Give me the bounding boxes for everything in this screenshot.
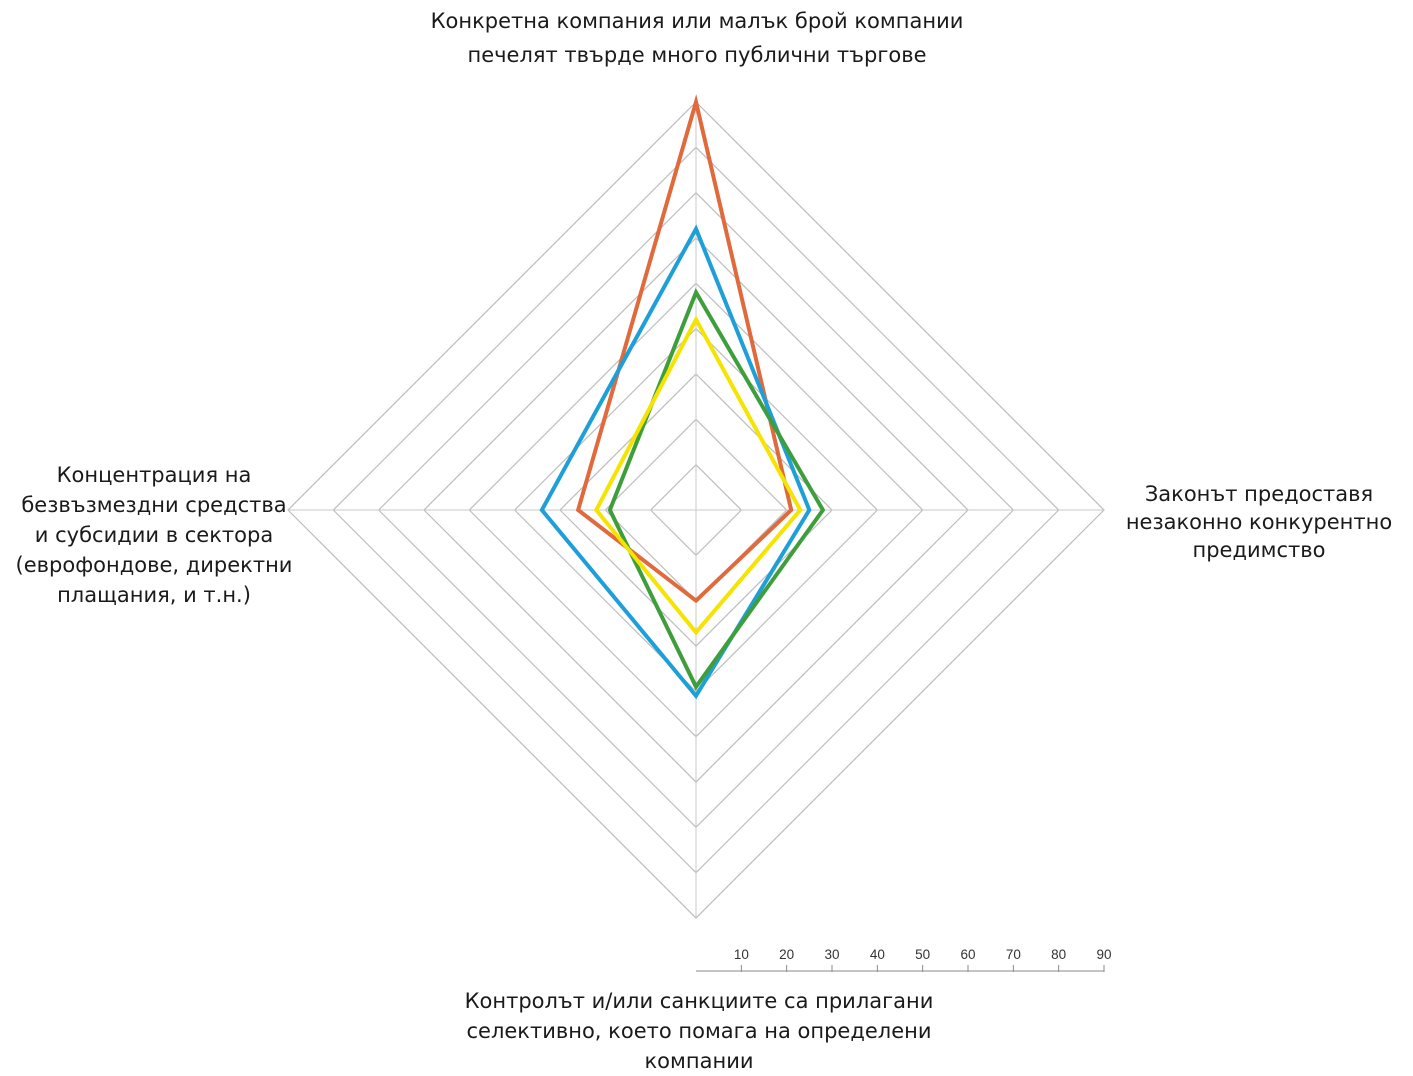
scale-tick-label-60: 60 — [960, 947, 975, 962]
scale-tick-label-30: 30 — [824, 947, 839, 962]
axis-label-left: Концентрация на безвъзмездни средства и су… — [16, 463, 293, 607]
axis-labels: Конкретна компания или малък брой компан… — [16, 9, 1393, 1073]
scale-tick-label-90: 90 — [1096, 947, 1111, 962]
axis-label-bottom: Контролът и/или санкциите са прилагани се… — [465, 989, 934, 1073]
series-4-polygon — [593, 315, 803, 636]
scale-tick-label-20: 20 — [779, 947, 794, 962]
axis-label-right: Законът предоставя незаконно конкурентно п… — [1126, 482, 1392, 562]
scale-tick-label-70: 70 — [1006, 947, 1021, 962]
grid — [287, 101, 1105, 919]
series-2-polygon — [539, 224, 812, 700]
scale-tick-label-50: 50 — [915, 947, 930, 962]
scale-tick-label-80: 80 — [1051, 947, 1066, 962]
scale-tick-label-10: 10 — [734, 947, 749, 962]
series-layer — [539, 94, 826, 700]
scale-tick-label-40: 40 — [870, 947, 885, 962]
axis-label-top: Конкретна компания или малък брой компан… — [431, 9, 964, 67]
radial-scale: 10 20 30 40 50 60 70 80 90 — [696, 947, 1112, 972]
series-3-polygon — [607, 287, 826, 691]
